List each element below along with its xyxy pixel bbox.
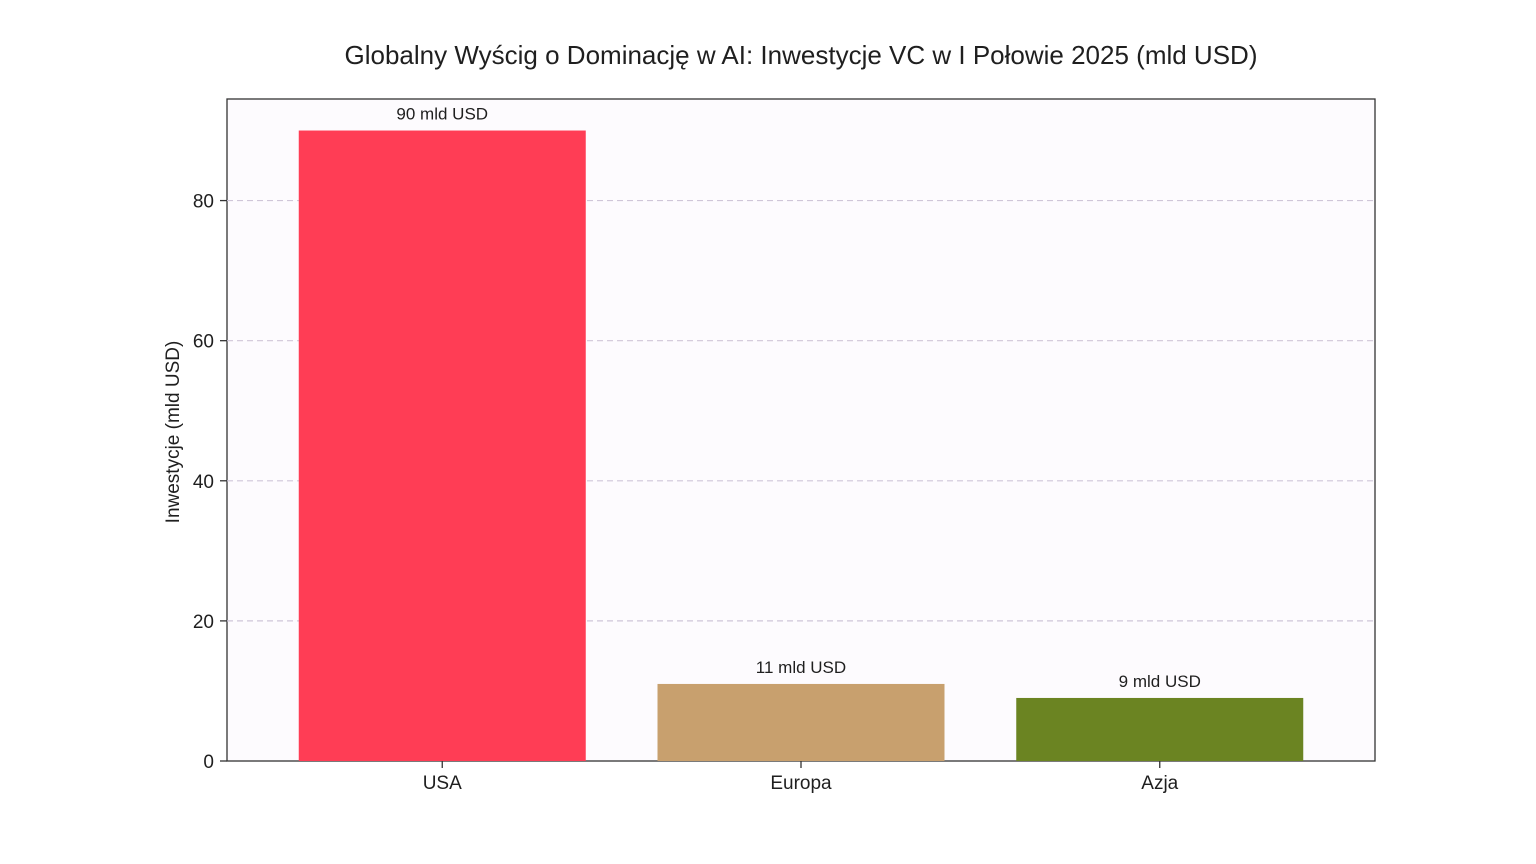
bars xyxy=(298,130,1304,761)
bar-usa xyxy=(298,130,586,761)
data-labels: 90 mld USD 11 mld USD 9 mld USD xyxy=(396,105,1200,691)
y-tick-label-80: 80 xyxy=(193,192,214,213)
chart-title: Globalny Wyścig o Dominację w AI: Inwest… xyxy=(345,40,1258,70)
x-tick-label-usa: USA xyxy=(423,773,462,794)
x-tick-label-europa: Europa xyxy=(770,773,832,794)
bar-europa xyxy=(657,683,945,761)
data-label-usa: 90 mld USD xyxy=(396,105,488,124)
y-tick-label-60: 60 xyxy=(193,332,214,353)
y-tick-label-40: 40 xyxy=(193,472,214,493)
x-axis-ticks: USA Europa Azja xyxy=(423,761,1179,794)
y-tick-label-0: 0 xyxy=(203,752,214,773)
y-axis-label: Inwestycje (mld USD) xyxy=(163,341,184,524)
data-label-azja: 9 mld USD xyxy=(1119,672,1201,691)
data-label-europa: 11 mld USD xyxy=(756,658,846,677)
y-tick-label-20: 20 xyxy=(193,612,214,633)
bar-azja xyxy=(1016,697,1304,761)
y-axis-ticks: 0 20 40 60 80 xyxy=(193,192,227,773)
x-tick-label-azja: Azja xyxy=(1141,773,1178,794)
